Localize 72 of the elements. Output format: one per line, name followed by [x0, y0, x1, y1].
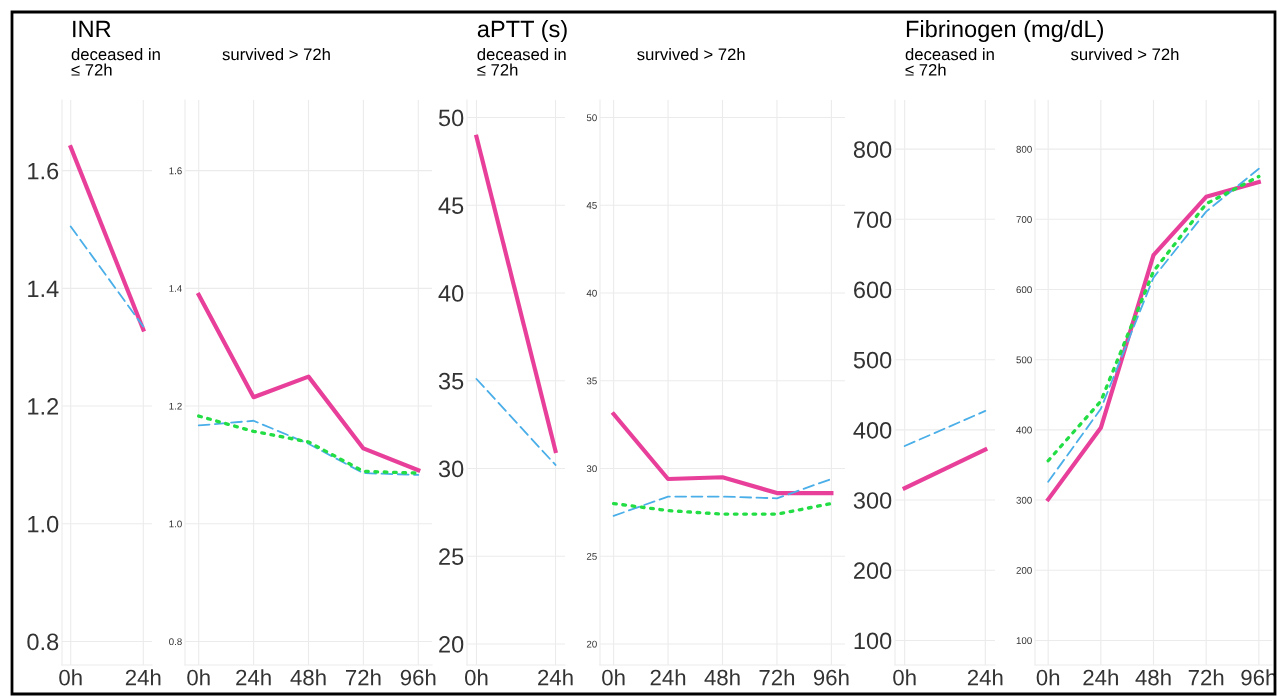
chart-subtitle: survived > 72h — [222, 48, 330, 61]
x-tick-label: 24h — [538, 669, 573, 686]
x-tick-label: 24h — [236, 669, 271, 686]
y-tick-label: 600 — [854, 281, 892, 299]
y-tick-label: 40 — [438, 285, 464, 302]
y-tick-label: 400 — [853, 421, 892, 439]
y-tick-label: 35 — [438, 372, 464, 390]
y-tick-label: 50 — [586, 114, 597, 122]
y-tick-label: 1.2 — [28, 398, 59, 415]
x-tick-label: 0h — [893, 669, 916, 686]
chart-subtitle: survived > 72h — [637, 48, 745, 61]
line-series — [196, 292, 421, 473]
chart-title: Fibrinogen (mg/dL) — [906, 20, 1104, 43]
y-tick-label: 800 — [853, 141, 892, 158]
line-series — [612, 478, 833, 517]
y-tick-label: 100 — [1016, 637, 1032, 645]
y-tick-label: 20 — [439, 636, 464, 653]
chart-subtitle: survived > 72h — [1071, 48, 1179, 61]
y-tick-label: 200 — [854, 562, 892, 580]
x-tick-label: 72h — [1188, 669, 1224, 686]
y-tick-label: 0.8 — [169, 638, 182, 646]
y-tick-label: 1.4 — [28, 280, 59, 297]
chart-subtitle: deceased in ≤ 72h — [477, 48, 566, 76]
y-tick-label: 1.4 — [169, 285, 182, 292]
y-tick-label: 30 — [586, 465, 597, 473]
x-tick-label: 0h — [187, 669, 210, 686]
x-tick-label: 0h — [602, 669, 625, 686]
chart-subtitle: deceased in ≤ 72h — [905, 48, 994, 76]
x-tick-label: 48h — [1135, 669, 1171, 686]
x-tick-label: 96h — [400, 669, 436, 686]
chart-subtitle: deceased in ≤ 72h — [71, 48, 160, 76]
y-tick-label: 100 — [854, 632, 892, 650]
y-tick-label: 1.0 — [169, 520, 182, 528]
y-tick-label: 1.0 — [28, 515, 59, 533]
x-tick-label: 24h — [967, 669, 1003, 686]
y-tick-label: 200 — [1016, 566, 1032, 574]
x-tick-label: 48h — [290, 669, 326, 686]
chart-title: aPTT (s) — [477, 20, 567, 42]
y-tick-label: 500 — [853, 351, 892, 369]
y-tick-label: 300 — [853, 492, 892, 509]
y-tick-label: 50 — [438, 109, 464, 127]
x-tick-label: 0h — [59, 669, 82, 686]
y-tick-label: 700 — [1016, 216, 1032, 223]
y-tick-label: 700 — [854, 211, 892, 229]
x-tick-label: 72h — [345, 669, 381, 686]
y-tick-label: 400 — [1016, 426, 1032, 434]
y-tick-label: 25 — [439, 548, 464, 565]
chart-title: INR — [73, 20, 111, 38]
x-tick-label: 0h — [464, 669, 488, 686]
y-tick-label: 300 — [1016, 496, 1032, 504]
y-tick-label: 800 — [1016, 145, 1032, 153]
y-tick-label: 45 — [586, 202, 597, 209]
x-tick-label: 24h — [650, 669, 686, 686]
x-tick-label: 96h — [813, 669, 849, 686]
y-tick-label: 45 — [438, 197, 464, 215]
y-tick-label: 25 — [586, 552, 597, 560]
y-tick-label: 1.6 — [169, 167, 182, 175]
y-tick-label: 500 — [1016, 356, 1032, 364]
x-tick-label: 24h — [1083, 669, 1118, 686]
x-tick-label: 24h — [125, 669, 161, 686]
y-tick-label: 35 — [586, 377, 597, 385]
y-tick-label: 30 — [438, 460, 464, 478]
x-tick-label: 48h — [704, 669, 740, 686]
line-series — [611, 411, 834, 496]
y-tick-label: 1.2 — [169, 402, 182, 410]
x-tick-label: 0h — [1036, 669, 1060, 686]
y-tick-label: 0.8 — [27, 633, 59, 651]
y-tick-label: 40 — [586, 289, 597, 297]
y-tick-label: 600 — [1016, 286, 1032, 294]
y-tick-label: 1.6 — [28, 162, 59, 180]
y-tick-label: 20 — [586, 640, 597, 648]
x-tick-label: 72h — [759, 669, 795, 686]
